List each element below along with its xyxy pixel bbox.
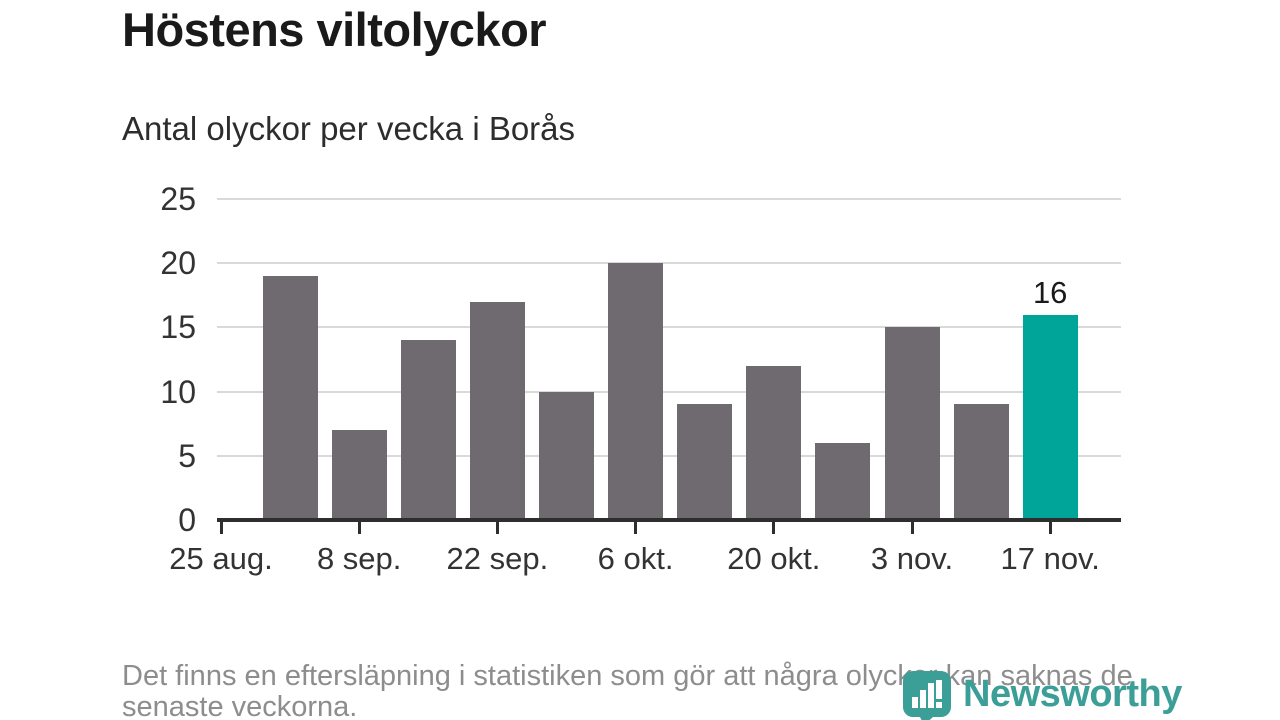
bar-slot-9 bbox=[815, 442, 871, 522]
chart-title: Höstens viltolyckor bbox=[122, 3, 547, 56]
gridline bbox=[217, 198, 1121, 200]
bar-slot-8 bbox=[746, 365, 802, 522]
x-tick bbox=[1048, 522, 1052, 534]
y-tick-label: 0 bbox=[178, 502, 196, 538]
y-tick-label: 15 bbox=[160, 309, 196, 346]
bar-slot-11 bbox=[953, 404, 1009, 522]
bar-slot-10 bbox=[884, 327, 940, 522]
x-tick-label: 22 sep. bbox=[446, 541, 549, 576]
y-tick-label: 20 bbox=[160, 245, 196, 282]
x-tick bbox=[495, 522, 499, 534]
bar-slot-5 bbox=[539, 391, 594, 522]
x-tick bbox=[634, 522, 638, 534]
footnote-line-1: Det finns en eftersläpning i statistiken… bbox=[122, 660, 1133, 692]
bar-slot-6 bbox=[608, 263, 664, 522]
bar-slot-1 bbox=[262, 276, 318, 522]
gridline bbox=[217, 262, 1121, 265]
chart-subtitle: Antal olyckor per vecka i Borås bbox=[122, 110, 576, 147]
bar-highlight bbox=[1022, 314, 1078, 522]
x-tick-label: 6 okt. bbox=[597, 541, 674, 576]
x-tick bbox=[219, 522, 223, 534]
footnote-line-2: senaste veckorna. bbox=[122, 691, 358, 720]
newsworthy-bubble-barchart-icon bbox=[903, 671, 951, 720]
y-tick-label: 10 bbox=[160, 373, 196, 410]
y-tick-label: 5 bbox=[178, 437, 196, 474]
x-tick bbox=[357, 522, 361, 534]
y-tick-label: 25 bbox=[160, 181, 196, 217]
x-tick bbox=[772, 522, 776, 534]
newsworthy-logo: Newsworthy bbox=[903, 671, 1182, 720]
x-tick bbox=[910, 522, 914, 534]
newsworthy-wordmark: Newsworthy bbox=[963, 673, 1182, 715]
x-axis-line bbox=[217, 518, 1121, 522]
x-tick-label: 17 nov. bbox=[1000, 541, 1100, 576]
x-tick-label: 3 nov. bbox=[870, 541, 954, 576]
bar-slot-2 bbox=[331, 430, 387, 522]
gridline bbox=[217, 454, 1121, 457]
x-tick-label: 20 okt. bbox=[727, 541, 821, 576]
chart-footnote: Det finns en eftersläpning i statistiken… bbox=[122, 661, 1133, 720]
x-tick-label: 8 sep. bbox=[316, 541, 402, 576]
gridline bbox=[217, 390, 1121, 393]
bar-slot-7 bbox=[677, 404, 733, 522]
bar-slot-4 bbox=[469, 301, 525, 522]
gridline bbox=[217, 326, 1121, 329]
x-tick-label: 25 aug. bbox=[169, 541, 273, 576]
highlight-value-label: 16 bbox=[1032, 274, 1068, 310]
bar-slot-3 bbox=[400, 340, 456, 522]
